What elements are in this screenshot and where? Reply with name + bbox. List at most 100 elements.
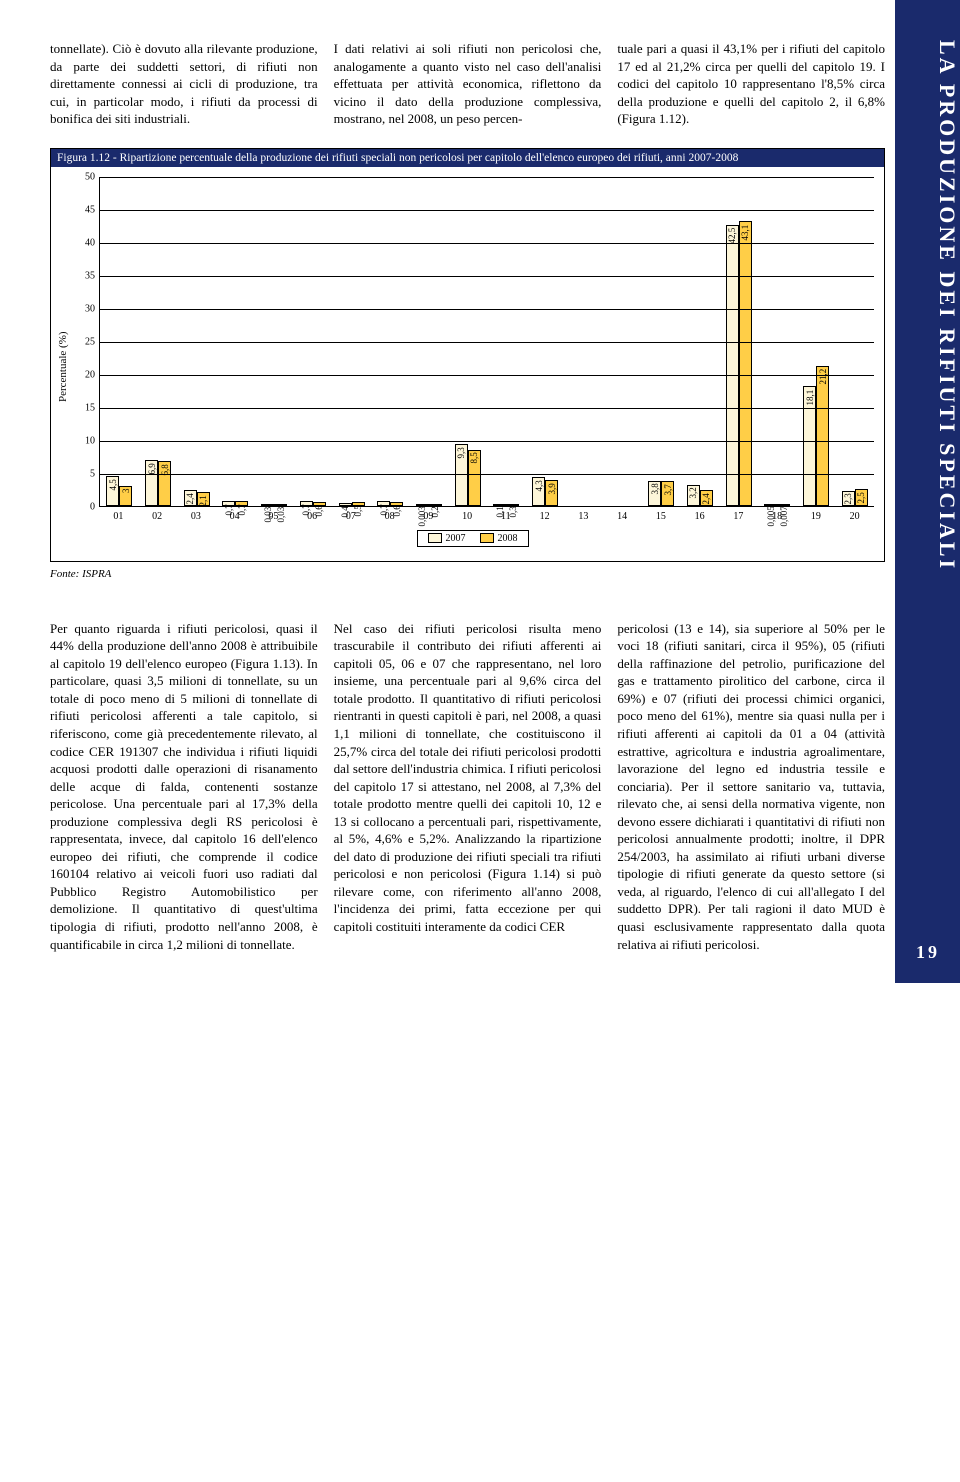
- figure-source: Fonte: ISPRA: [50, 568, 885, 580]
- bar-2007-09: 0,003: [416, 504, 429, 506]
- legend-label-2008: 2008: [498, 533, 518, 544]
- bar-2008-15: 3,7: [661, 481, 674, 505]
- bar-2008-04: 0,7: [235, 501, 248, 506]
- xtick: 17: [719, 507, 758, 522]
- bar-value-label: 8,5: [469, 451, 479, 464]
- bar-2007-07: 0,4: [339, 503, 352, 506]
- bar-2007-05: 0,03: [261, 504, 274, 506]
- sidebar-title-band: LA PRODUZIONE DEI RIFIUTI SPECIALI 19: [895, 0, 960, 983]
- bar-2008-12: 3,9: [545, 480, 558, 506]
- bar-2008-16: 2,4: [700, 490, 713, 506]
- xtick: 16: [680, 507, 719, 522]
- chart-ylabel: Percentuale (%): [55, 177, 71, 557]
- ytick: 10: [75, 435, 95, 446]
- bar-2008-11: 0,3: [506, 504, 519, 506]
- bar-value-label: 3,2: [688, 486, 698, 499]
- bar-2007-20: 2,3: [842, 491, 855, 506]
- xtick: 14: [603, 507, 642, 522]
- bar-2007-04: 0,7: [222, 501, 235, 506]
- bar-value-label: 9,3: [456, 445, 466, 458]
- ytick: 50: [75, 171, 95, 182]
- bar-value-label: 0,5: [353, 503, 363, 516]
- bar-value-label: 18,1: [805, 387, 815, 405]
- top-col-2: I dati relativi ai soli rifiuti non peri…: [334, 40, 602, 128]
- bar-value-label: 43,1: [740, 222, 750, 240]
- bar-value-label: 0,7: [237, 502, 247, 515]
- bar-2008-01: 3: [119, 486, 132, 506]
- bar-2007-17: 42,5: [726, 225, 739, 506]
- bar-value-label: 0,6: [314, 503, 324, 516]
- ytick: 45: [75, 204, 95, 215]
- figure-1-12: Figura 1.12 - Ripartizione percentuale d…: [50, 148, 885, 562]
- xtick: 08: [370, 507, 409, 522]
- bar-value-label: 4,3: [534, 478, 544, 491]
- xtick: 20: [835, 507, 874, 522]
- bar-2007-01: 4,5: [106, 476, 119, 506]
- legend-item-2007: 2007: [428, 533, 466, 544]
- bar-value-label: 0,6: [392, 503, 402, 516]
- bar-value-label: 0,007: [779, 505, 789, 527]
- bar-2007-03: 2,4: [184, 490, 197, 506]
- chart-legend: 2007 2008: [71, 522, 874, 557]
- bar-value-label: 0,4: [340, 504, 350, 517]
- bar-2008-10: 8,5: [468, 450, 481, 506]
- bar-value-label: 2,4: [185, 491, 195, 504]
- figure-title: Figura 1.12 - Ripartizione percentuale d…: [51, 149, 884, 167]
- bar-value-label: 4,5: [108, 477, 118, 490]
- bar-value-label: 2,4: [701, 491, 711, 504]
- bar-2007-15: 3,8: [648, 481, 661, 506]
- bar-2008-08: 0,6: [390, 502, 403, 506]
- xtick: 18: [758, 507, 797, 522]
- bar-2007-19: 18,1: [803, 386, 816, 505]
- xtick: 19: [797, 507, 836, 522]
- bottom-text-columns: Per quanto riguarda i rifiuti pericolosi…: [50, 620, 885, 953]
- xtick: 12: [525, 507, 564, 522]
- bar-value-label: 0,1: [495, 505, 505, 518]
- xtick: 06: [293, 507, 332, 522]
- bottom-col-3: pericolosi (13 e 14), sia superiore al 5…: [617, 620, 885, 953]
- page-number: 19: [916, 942, 940, 963]
- bar-2007-02: 6,9: [145, 460, 158, 506]
- bar-2007-18: 0,005: [764, 504, 777, 506]
- bar-2007-10: 9,3: [455, 444, 468, 505]
- bar-value-label: 3,7: [663, 482, 673, 495]
- top-col-1: tonnellate). Ciò è dovuto alla rilevante…: [50, 40, 318, 128]
- bar-value-label: 0,003: [417, 505, 427, 527]
- ytick: 30: [75, 303, 95, 314]
- bottom-col-2: Nel caso dei rifiuti pericolosi risulta …: [334, 620, 602, 953]
- bar-value-label: 0,7: [224, 502, 234, 515]
- bar-2007-11: 0,1: [493, 504, 506, 506]
- xtick: 11: [487, 507, 526, 522]
- bar-2008-17: 43,1: [739, 221, 752, 505]
- bar-value-label: 42,5: [727, 226, 737, 244]
- xtick: 15: [642, 507, 681, 522]
- bar-2008-07: 0,5: [352, 502, 365, 505]
- ytick: 5: [75, 468, 95, 479]
- bar-value-label: 0,7: [301, 502, 311, 515]
- bar-value-label: 6,9: [147, 461, 157, 474]
- legend-item-2008: 2008: [480, 533, 518, 544]
- sidebar-title: LA PRODUZIONE DEI RIFIUTI SPECIALI: [935, 40, 960, 571]
- bar-2008-09: 0,2: [429, 504, 442, 506]
- bar-value-label: 0,7: [379, 502, 389, 515]
- bar-value-label: 3: [121, 487, 131, 494]
- top-text-columns: tonnellate). Ciò è dovuto alla rilevante…: [50, 40, 885, 128]
- bar-value-label: 3,8: [650, 482, 660, 495]
- legend-label-2007: 2007: [446, 533, 466, 544]
- ytick: 25: [75, 336, 95, 347]
- top-col-3: tuale pari a quasi il 43,1% per i rifiut…: [617, 40, 885, 128]
- bar-2008-20: 2,5: [855, 489, 868, 506]
- bar-2008-03: 2,1: [197, 492, 210, 506]
- chart-plot: 4,536,96,82,42,10,70,70,030,030,70,60,40…: [99, 177, 874, 507]
- bar-value-label: 0,3: [508, 505, 518, 518]
- xtick: 03: [177, 507, 216, 522]
- xtick: 13: [564, 507, 603, 522]
- xtick: 07: [332, 507, 371, 522]
- bar-value-label: 2,1: [198, 493, 208, 506]
- ytick: 0: [75, 501, 95, 512]
- chart-xaxis: 0102030405060708091011121314151617181920: [99, 507, 874, 522]
- bar-2007-16: 3,2: [687, 485, 700, 506]
- ytick: 40: [75, 237, 95, 248]
- xtick: 01: [99, 507, 138, 522]
- bar-2007-06: 0,7: [300, 501, 313, 506]
